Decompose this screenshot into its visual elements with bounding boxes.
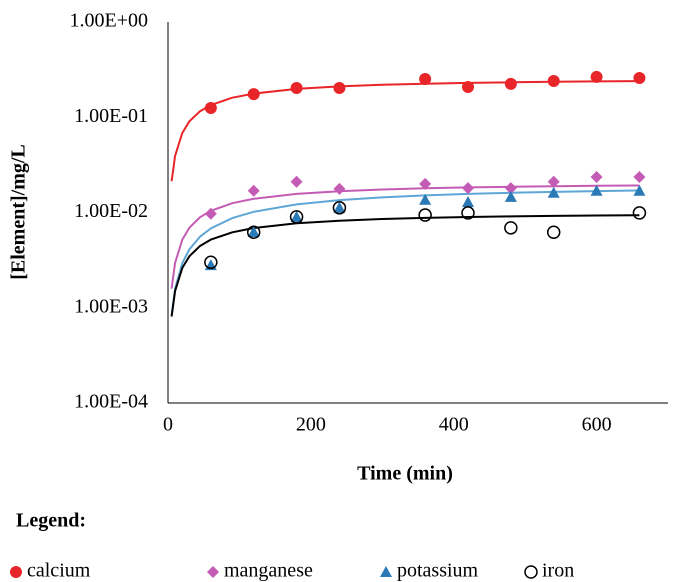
y-tick-label: 1.00E-03 [74, 295, 148, 317]
data-point [204, 207, 217, 220]
y-tick-label: 1.00E-01 [74, 105, 148, 127]
y-tick-label: 1.00E-02 [74, 200, 148, 222]
x-tick-label: 200 [296, 414, 326, 436]
data-point [290, 175, 303, 188]
y-tick-label: 1.00E-04 [74, 391, 148, 413]
data-point [333, 182, 346, 195]
data-point [590, 184, 603, 196]
fit-line [170, 189, 640, 316]
data-point [246, 225, 261, 240]
data-point [290, 210, 303, 222]
fit-line [170, 214, 640, 317]
legend-marker [380, 566, 392, 577]
fit-line [170, 80, 640, 182]
x-tick-label: 0 [163, 414, 173, 436]
legend-label: iron [542, 560, 574, 582]
y-tick-label: 1.00E+00 [70, 10, 149, 32]
data-point [204, 102, 217, 115]
fit-line [170, 184, 640, 289]
data-point [332, 201, 347, 215]
data-point [419, 193, 432, 205]
data-point [333, 201, 346, 213]
data-point [590, 70, 603, 83]
legend-title: Legend: [16, 510, 86, 532]
data-point [419, 177, 432, 190]
data-point [462, 182, 474, 195]
data-point [504, 190, 517, 202]
data-point [462, 80, 474, 93]
data-point [504, 77, 517, 90]
x-tick-label: 600 [582, 414, 612, 436]
data-point [633, 184, 646, 196]
legend-marker [207, 566, 219, 578]
data-point [633, 72, 646, 85]
data-point [247, 225, 260, 237]
data-point [333, 81, 346, 94]
data-point [547, 186, 560, 198]
legend-label: calcium [27, 560, 91, 582]
data-point [418, 208, 432, 222]
data-point [504, 221, 518, 235]
data-point [547, 175, 560, 188]
data-point [504, 182, 517, 195]
legend-marker [10, 566, 22, 578]
data-point [247, 184, 260, 197]
data-point [546, 225, 561, 240]
data-point [633, 170, 646, 183]
data-point [461, 206, 475, 220]
data-point [419, 73, 432, 86]
data-point [462, 195, 474, 207]
data-point [289, 210, 304, 224]
y-axis-label: [Element]/mg/L [8, 144, 30, 280]
legend-label: potassium [397, 560, 479, 582]
legend-label: manganese [224, 560, 313, 582]
legend-marker [524, 565, 538, 579]
data-point [204, 255, 218, 270]
data-point [290, 81, 303, 94]
data-point [590, 170, 603, 183]
data-point [547, 75, 560, 88]
x-axis-label: Time (min) [357, 463, 453, 485]
data-point [247, 88, 260, 101]
data-point [632, 206, 647, 220]
x-tick-label: 400 [439, 414, 469, 436]
